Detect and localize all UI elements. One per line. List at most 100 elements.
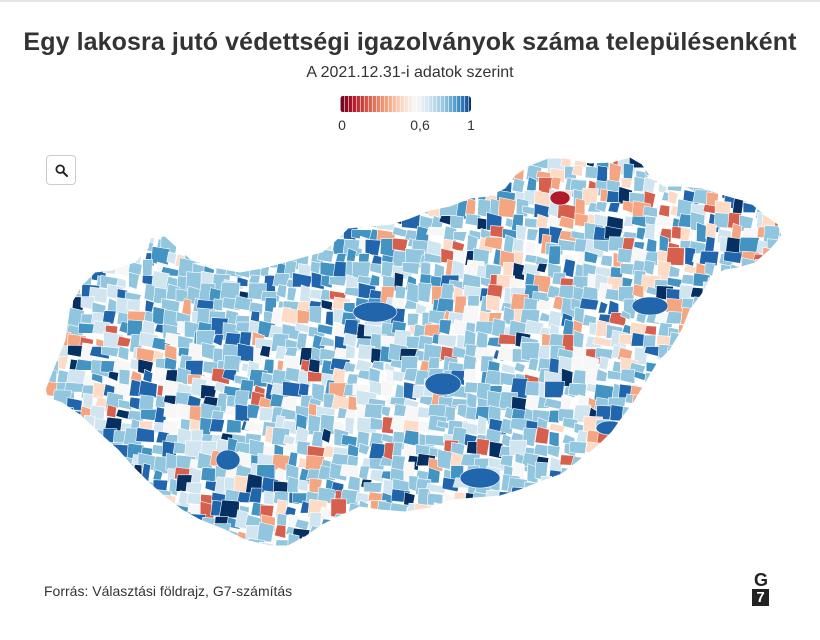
municipality-cell[interactable] xyxy=(424,434,446,447)
municipality-cell[interactable] xyxy=(776,505,790,518)
municipality-cell[interactable] xyxy=(759,323,781,338)
municipality-cell[interactable] xyxy=(209,179,229,198)
municipality-cell[interactable] xyxy=(477,500,488,519)
municipality-cell[interactable] xyxy=(56,211,72,231)
municipality-cell[interactable] xyxy=(285,145,298,159)
municipality-cell[interactable] xyxy=(92,466,105,480)
municipality-cell[interactable] xyxy=(523,481,544,495)
municipality-cell[interactable] xyxy=(248,487,263,504)
municipality-cell[interactable] xyxy=(368,274,380,287)
municipality-cell[interactable] xyxy=(33,501,48,516)
municipality-cell[interactable] xyxy=(669,501,682,517)
municipality-cell[interactable] xyxy=(755,290,770,302)
municipality-cell[interactable] xyxy=(308,197,326,218)
municipality-cell[interactable] xyxy=(402,169,423,182)
municipality-cell[interactable] xyxy=(343,154,356,171)
municipality-cell[interactable] xyxy=(77,155,94,174)
municipality-cell[interactable] xyxy=(142,259,153,278)
municipality-cell[interactable] xyxy=(379,528,397,542)
municipality-cell[interactable] xyxy=(768,406,779,423)
municipality-cell[interactable] xyxy=(321,191,334,203)
municipality-cell[interactable] xyxy=(595,493,616,506)
municipality-cell[interactable] xyxy=(400,516,422,528)
municipality-cell[interactable] xyxy=(618,539,640,555)
municipality-cell[interactable] xyxy=(763,440,782,455)
municipality-cell[interactable] xyxy=(367,143,385,158)
municipality-cell[interactable] xyxy=(750,156,768,167)
municipality-cell[interactable] xyxy=(77,539,97,558)
municipality-cell[interactable] xyxy=(515,224,528,242)
municipality-cell[interactable] xyxy=(716,403,736,421)
municipality-cell[interactable] xyxy=(80,225,92,241)
municipality-cell[interactable] xyxy=(585,517,603,531)
municipality-cell[interactable] xyxy=(102,248,123,263)
municipality-cell[interactable] xyxy=(772,343,789,365)
municipality-cell[interactable] xyxy=(652,152,673,170)
municipality-cell[interactable] xyxy=(678,453,699,471)
municipality-cell[interactable] xyxy=(342,167,364,180)
municipality-cell[interactable] xyxy=(707,392,720,410)
municipality-cell[interactable] xyxy=(77,322,96,334)
municipality-cell[interactable] xyxy=(428,192,450,207)
municipality-cell[interactable] xyxy=(316,323,334,336)
municipality-cell[interactable] xyxy=(126,155,143,171)
municipality-cell[interactable] xyxy=(704,464,717,481)
municipality-cell[interactable] xyxy=(671,165,684,184)
municipality-cell[interactable] xyxy=(775,181,793,194)
municipality-cell[interactable] xyxy=(68,261,89,282)
municipality-cell[interactable] xyxy=(425,178,443,195)
municipality-cell[interactable] xyxy=(248,155,268,174)
municipality-cell[interactable] xyxy=(740,334,753,351)
municipality-cell[interactable] xyxy=(742,201,758,214)
municipality-cell[interactable] xyxy=(58,255,76,266)
municipality-cell[interactable] xyxy=(713,212,730,229)
municipality-cell[interactable] xyxy=(57,190,68,208)
municipality-cell[interactable] xyxy=(106,404,117,419)
municipality-cell[interactable] xyxy=(741,141,758,159)
municipality-cell[interactable] xyxy=(692,167,712,179)
municipality-cell[interactable] xyxy=(717,441,733,455)
municipality-cell[interactable] xyxy=(727,516,739,531)
municipality-cell[interactable] xyxy=(583,499,597,520)
municipality-cell[interactable] xyxy=(249,185,265,207)
municipality-cell[interactable] xyxy=(394,151,409,170)
municipality-cell[interactable] xyxy=(716,513,730,531)
municipality-cell[interactable] xyxy=(583,488,600,503)
municipality-cell[interactable] xyxy=(80,202,97,222)
municipality-cell[interactable] xyxy=(563,491,575,502)
municipality-cell[interactable] xyxy=(571,165,584,178)
municipality-cell[interactable] xyxy=(403,429,420,448)
municipality-cell[interactable] xyxy=(766,383,781,397)
municipality-cell[interactable] xyxy=(78,188,93,205)
municipality-cell[interactable] xyxy=(438,319,452,336)
municipality-cell[interactable] xyxy=(716,319,729,336)
municipality-cell[interactable] xyxy=(644,325,657,336)
municipality-cell[interactable] xyxy=(647,514,660,529)
municipality-cell[interactable] xyxy=(715,284,727,300)
municipality-cell[interactable] xyxy=(678,511,695,532)
municipality-cell[interactable] xyxy=(570,455,590,468)
municipality-cell[interactable] xyxy=(678,154,700,169)
municipality-cell[interactable] xyxy=(533,443,550,458)
municipality-cell[interactable] xyxy=(32,265,47,278)
municipality-cell[interactable] xyxy=(78,453,95,472)
municipality-cell[interactable] xyxy=(594,539,613,553)
municipality-cell[interactable] xyxy=(742,392,756,406)
municipality-cell[interactable] xyxy=(644,158,656,170)
municipality-cell[interactable] xyxy=(81,490,101,506)
municipality-cell[interactable] xyxy=(764,286,781,302)
municipality-cell[interactable] xyxy=(740,359,761,371)
municipality-cell[interactable] xyxy=(681,386,694,398)
municipality-cell[interactable] xyxy=(342,361,357,373)
municipality-cell[interactable] xyxy=(684,501,697,520)
municipality-cell[interactable] xyxy=(103,490,116,506)
municipality-cell[interactable] xyxy=(679,170,693,182)
municipality-cell[interactable] xyxy=(749,143,765,154)
municipality-cell[interactable] xyxy=(55,406,74,428)
municipality-cell[interactable] xyxy=(317,221,335,242)
municipality-cell[interactable] xyxy=(181,203,193,218)
municipality-cell[interactable] xyxy=(29,295,46,314)
municipality-cell[interactable] xyxy=(635,525,649,541)
municipality-cell[interactable] xyxy=(366,190,388,205)
municipality-cell[interactable] xyxy=(52,262,74,282)
